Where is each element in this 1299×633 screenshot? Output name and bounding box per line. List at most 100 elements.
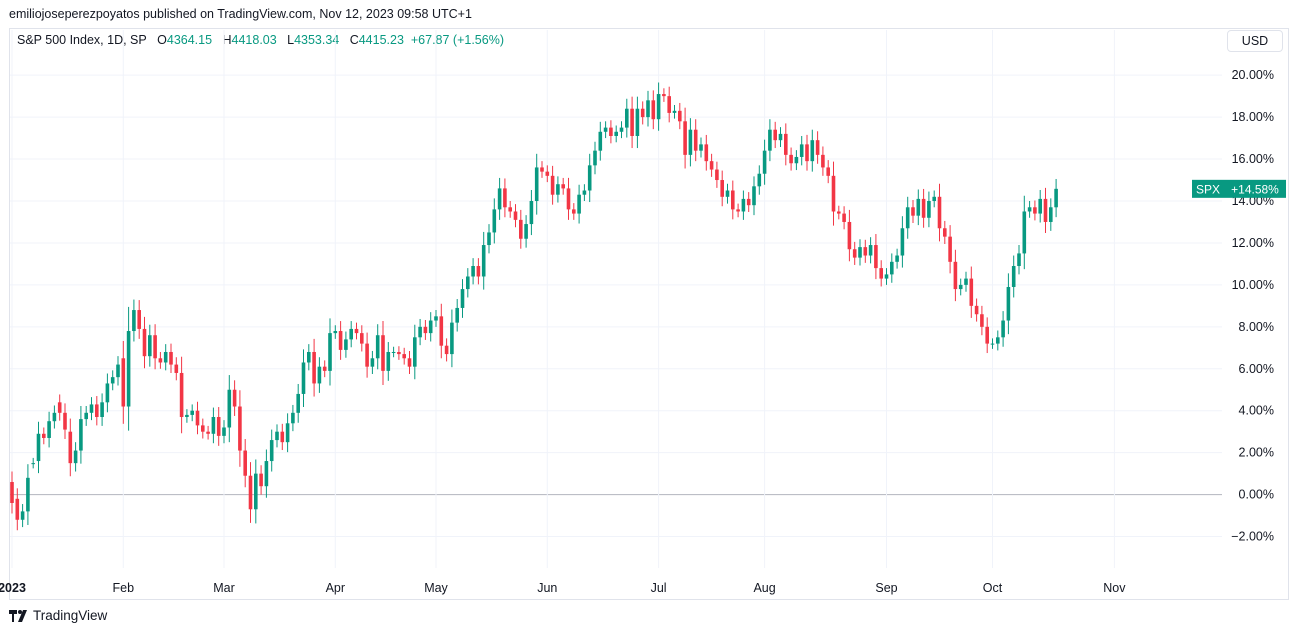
open-label: O (157, 33, 167, 47)
candle-body (1038, 198, 1042, 214)
candle-body (110, 377, 115, 384)
candle-body (508, 207, 512, 212)
candle-body (513, 211, 518, 220)
candle-body (328, 333, 332, 371)
candle-body (625, 108, 629, 128)
candle-body (434, 316, 438, 321)
candle-body (269, 440, 274, 462)
x-tick-label: Oct (983, 581, 1003, 595)
candle-body (768, 129, 772, 151)
candle-body (996, 337, 1000, 344)
candle-body (656, 94, 661, 120)
close-label: C (349, 33, 359, 47)
candle-body (619, 127, 624, 132)
candle-body (805, 144, 809, 162)
candle-body (365, 343, 369, 367)
high-value: 4418.03 (231, 33, 277, 47)
candle-body (216, 417, 221, 436)
candle-body (142, 328, 147, 357)
candle-body (990, 343, 995, 345)
spx-label-text: SPX (1196, 182, 1220, 196)
y-tick-label: 0.00% (1239, 488, 1274, 502)
candle-body (603, 127, 608, 132)
candle-body (545, 171, 550, 176)
candle-body (662, 94, 666, 97)
candle-body (503, 188, 507, 208)
candle-body (916, 198, 921, 216)
candle-body (980, 314, 984, 327)
candle-body (969, 278, 974, 306)
candle-body (905, 207, 910, 229)
x-tick-label: Apr (326, 581, 345, 595)
candle-body (68, 431, 73, 464)
candle-body (746, 198, 751, 206)
candle-body (863, 247, 868, 256)
candle-body (31, 463, 35, 465)
x-tick-label: Feb (113, 581, 135, 595)
candle-body (519, 219, 523, 239)
candle-body (386, 351, 391, 371)
candle-body (52, 412, 57, 422)
candle-body (985, 326, 989, 344)
candle-body (1043, 198, 1048, 222)
candle-body (407, 358, 412, 367)
candle-body (26, 477, 30, 512)
candle-body (126, 331, 131, 407)
candle-body (757, 173, 762, 187)
candle-body (852, 249, 857, 258)
candle-body (201, 425, 205, 432)
candle-body (476, 266, 481, 277)
x-tick-label: Aug (753, 581, 775, 595)
candle-body (884, 274, 889, 279)
candle-body (964, 278, 968, 285)
candle-body (566, 188, 571, 210)
candle-body (79, 419, 83, 451)
candle-body (725, 190, 730, 197)
candle-body (248, 475, 253, 510)
candle-body (307, 351, 311, 363)
candle-body (1054, 188, 1058, 208)
candle-body (47, 421, 51, 438)
candle-body (688, 129, 693, 155)
candle-body (381, 335, 385, 371)
candle-body (651, 100, 656, 120)
candle-body (222, 427, 226, 436)
candle-body (36, 433, 41, 462)
currency-button[interactable]: USD (1227, 30, 1283, 52)
candle-body (1022, 211, 1027, 254)
footer-brand: TradingView (9, 608, 107, 623)
candle-body (704, 144, 709, 162)
candle-body (238, 406, 242, 451)
candle-body (137, 310, 141, 329)
candle-body (550, 175, 555, 195)
candle-body (349, 328, 353, 340)
candle-body (741, 198, 746, 212)
x-tick-label: Jul (651, 581, 667, 595)
candle-body (1027, 207, 1032, 212)
symbol-legend: S&P 500 Index, 1D, SP O4364.15 H4418.03 … (17, 33, 504, 47)
candle-body (794, 156, 799, 164)
candle-body (561, 184, 565, 189)
candle-body (174, 364, 179, 373)
candle-body (858, 247, 862, 258)
candle-body (227, 389, 232, 428)
candle-body (1006, 286, 1011, 321)
candle-body (948, 236, 952, 262)
candle-body (943, 228, 947, 237)
candle-body (481, 245, 486, 277)
open-value: 4364.15 (166, 33, 213, 47)
candle-body (895, 255, 899, 262)
close-value: 4415.23 (358, 33, 404, 47)
symbol-name[interactable]: S&P 500 Index, 1D, SP (17, 33, 147, 47)
candle-body (826, 167, 830, 176)
candle-body (587, 165, 592, 191)
y-tick-label: 2.00% (1239, 446, 1274, 460)
candle-body (285, 423, 290, 443)
candle-body (736, 209, 740, 212)
candle-body (778, 133, 783, 141)
candle-body (837, 211, 841, 214)
candle-body (20, 511, 25, 520)
y-tick-label: 8.00% (1239, 320, 1274, 334)
candle-body (466, 276, 470, 290)
